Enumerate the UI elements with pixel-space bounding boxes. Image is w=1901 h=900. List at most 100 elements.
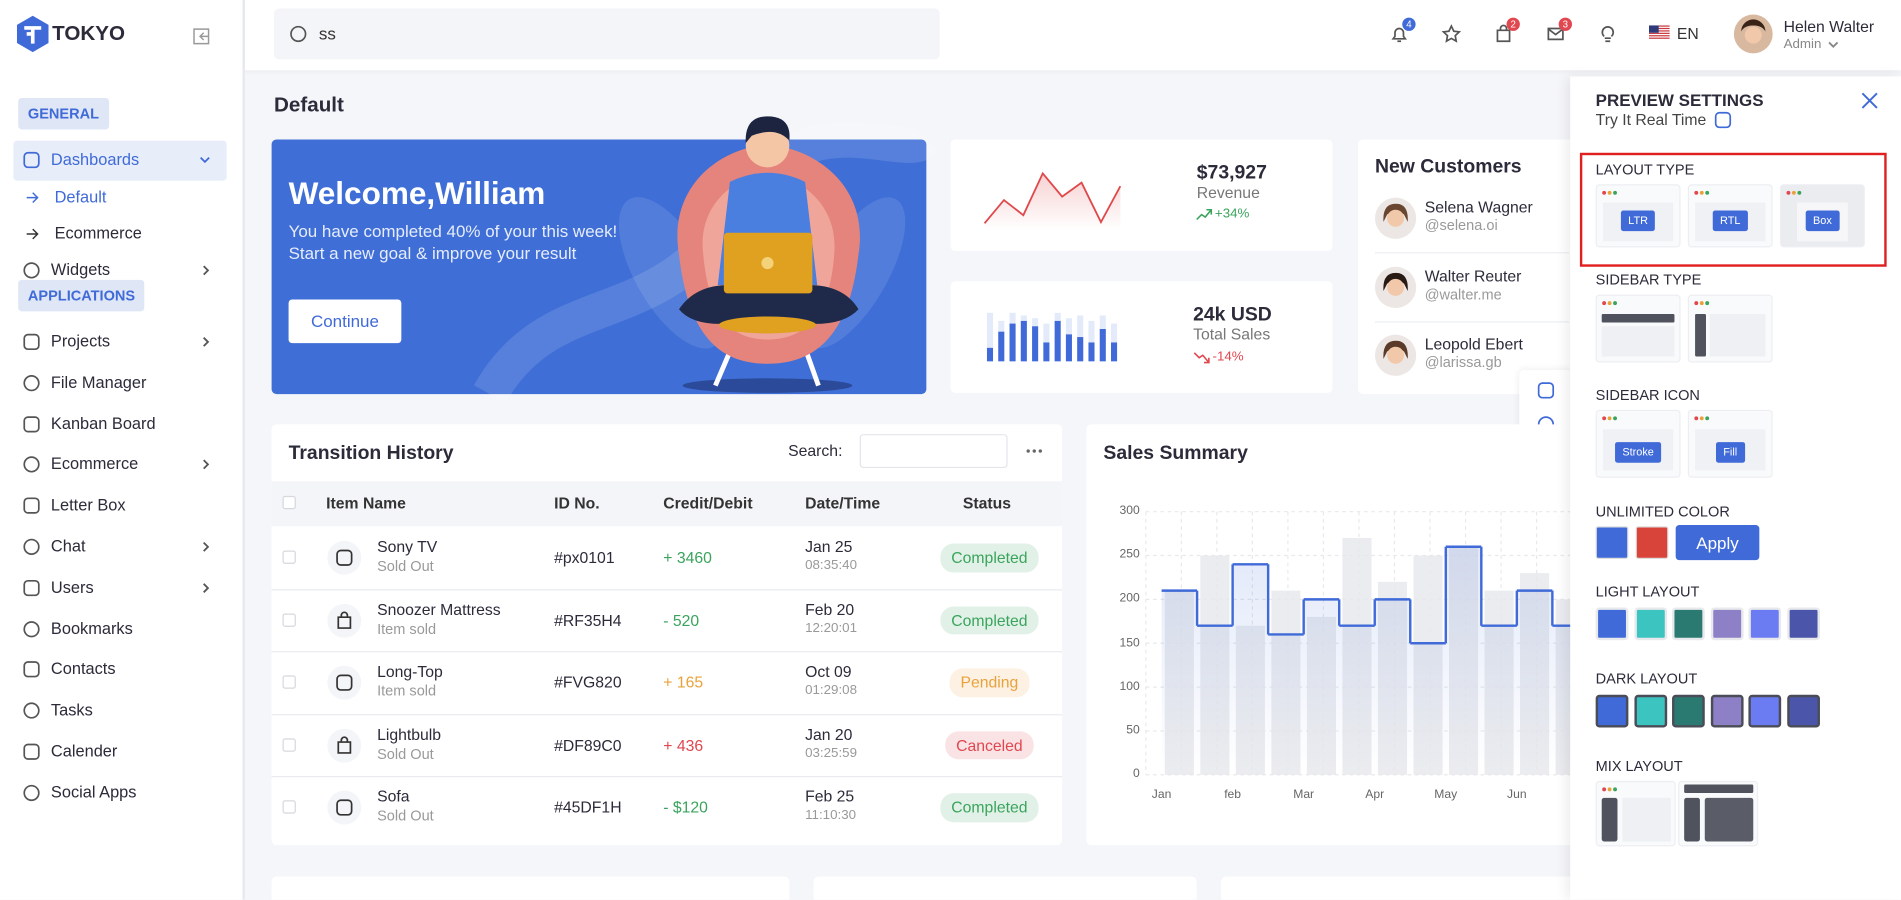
icon-shape	[23, 151, 40, 169]
menu-icon	[23, 620, 40, 637]
window-dots	[1786, 190, 1802, 195]
item-note: Item sold	[377, 620, 437, 638]
chevron	[203, 459, 210, 470]
menu-item[interactable]: Dashboards	[50, 150, 140, 169]
checkbox[interactable]	[282, 800, 296, 815]
menu-item[interactable]: Bookmarks	[50, 618, 133, 638]
customer-avatar	[1374, 197, 1417, 239]
dot	[1791, 190, 1796, 195]
flag-icon	[1649, 25, 1670, 39]
bar	[1009, 323, 1016, 362]
submenu-item[interactable]: Default	[54, 187, 107, 207]
light-swatch[interactable]	[1786, 607, 1820, 641]
chair-leg	[713, 350, 821, 387]
option-button[interactable]: RTL	[1712, 210, 1748, 231]
color-swatch[interactable]	[1635, 526, 1669, 559]
apply-button[interactable]: Apply	[1675, 525, 1760, 561]
checkbox[interactable]	[282, 613, 296, 627]
option-button[interactable]: Stroke	[1615, 442, 1662, 463]
status-pill: Completed	[940, 606, 1039, 635]
light-swatch[interactable]	[1672, 607, 1705, 641]
color-swatch[interactable]	[1595, 526, 1629, 559]
checkbox[interactable]	[282, 738, 296, 752]
checkbox[interactable]	[282, 495, 296, 510]
chevron-shape	[203, 541, 210, 552]
menu-item[interactable]: Widgets	[50, 260, 111, 279]
thumb-icon	[1714, 111, 1732, 129]
menu-item[interactable]: Projects	[50, 332, 111, 351]
menu-item[interactable]: Ecommerce	[50, 455, 139, 474]
section-label: SIDEBAR TYPE	[1595, 271, 1702, 289]
dark-swatch[interactable]	[1633, 694, 1667, 728]
customer-handle: @larissa.gb	[1424, 353, 1502, 371]
logo-icon	[16, 15, 49, 53]
light-swatch[interactable]	[1595, 607, 1629, 641]
page-title: Default	[274, 93, 344, 117]
sparkline-area	[984, 173, 1121, 231]
item-id: #FVG820	[554, 673, 622, 692]
quick-icon	[1537, 382, 1555, 399]
dark-swatch[interactable]	[1595, 694, 1629, 728]
item-date: Oct 09	[805, 662, 852, 681]
avatar-hair	[1741, 19, 1766, 32]
thumb-bar	[1684, 797, 1700, 842]
section-label: DARK LAYOUT	[1595, 670, 1698, 688]
dark-swatch[interactable]	[1710, 694, 1743, 728]
chevron-shape	[203, 337, 210, 347]
menu-item[interactable]: Kanban Board	[50, 414, 156, 433]
checkbox[interactable]	[282, 675, 296, 689]
section-title: GENERAL	[18, 97, 109, 130]
avatar-face	[1387, 346, 1405, 364]
menu-icon	[23, 497, 40, 514]
menu-item[interactable]: Users	[50, 578, 94, 597]
menu-item[interactable]: Contacts	[50, 659, 116, 679]
y-tick-label: 200	[1119, 592, 1140, 606]
menu-item[interactable]: Tasks	[50, 700, 93, 720]
thumb-bar	[1684, 784, 1754, 793]
menu-item[interactable]: Chat	[50, 537, 86, 556]
menu-item[interactable]: Calender	[50, 741, 118, 761]
continue-label[interactable]: Continue	[310, 311, 379, 331]
arrow-shape	[26, 192, 39, 204]
menu-item[interactable]: Letter Box	[50, 496, 126, 515]
item-time: 08:35:40	[805, 558, 858, 573]
dot	[1613, 190, 1617, 195]
header-icon	[1601, 26, 1615, 43]
dark-swatch[interactable]	[1748, 694, 1782, 728]
avatar-face	[1387, 209, 1405, 227]
menu-item[interactable]: Social Apps	[50, 782, 137, 802]
notification-badge: 4	[1402, 17, 1416, 31]
row-divider	[271, 713, 1063, 716]
search-box[interactable]	[274, 8, 940, 60]
option-button[interactable]: Box	[1805, 210, 1840, 231]
continue-button[interactable]: Continue	[288, 299, 402, 344]
option-button[interactable]: LTR	[1620, 210, 1656, 231]
item-amount: - 520	[663, 610, 700, 630]
bottom-card	[813, 876, 1197, 900]
icon-shape	[336, 549, 353, 566]
dark-swatch[interactable]	[1672, 694, 1705, 728]
search-icon	[290, 25, 307, 43]
apply-label[interactable]: Apply	[1696, 532, 1739, 552]
menu-icon	[23, 702, 40, 719]
menu-item[interactable]: File Manager	[50, 373, 147, 392]
table-search-input[interactable]	[859, 434, 1008, 469]
dark-swatch[interactable]	[1786, 694, 1820, 728]
submenu-item[interactable]: Ecommerce	[54, 224, 142, 243]
checkbox[interactable]	[282, 550, 296, 564]
light-swatch[interactable]	[1748, 607, 1782, 641]
light-swatch[interactable]	[1633, 607, 1667, 641]
thumb-pane	[1601, 326, 1675, 357]
item-name: Sony TV	[377, 537, 438, 556]
dot	[1032, 449, 1036, 453]
menu-icon	[23, 151, 40, 169]
item-icon-bg	[327, 540, 362, 575]
option-button[interactable]: Fill	[1715, 442, 1745, 463]
column-header: Credit/Debit	[663, 493, 753, 512]
light-swatch[interactable]	[1710, 607, 1743, 641]
header-icon	[1441, 24, 1462, 43]
icon-shape	[23, 661, 40, 678]
language: EN	[1676, 24, 1699, 43]
icon-shape	[1537, 382, 1555, 399]
dot	[1607, 190, 1612, 195]
